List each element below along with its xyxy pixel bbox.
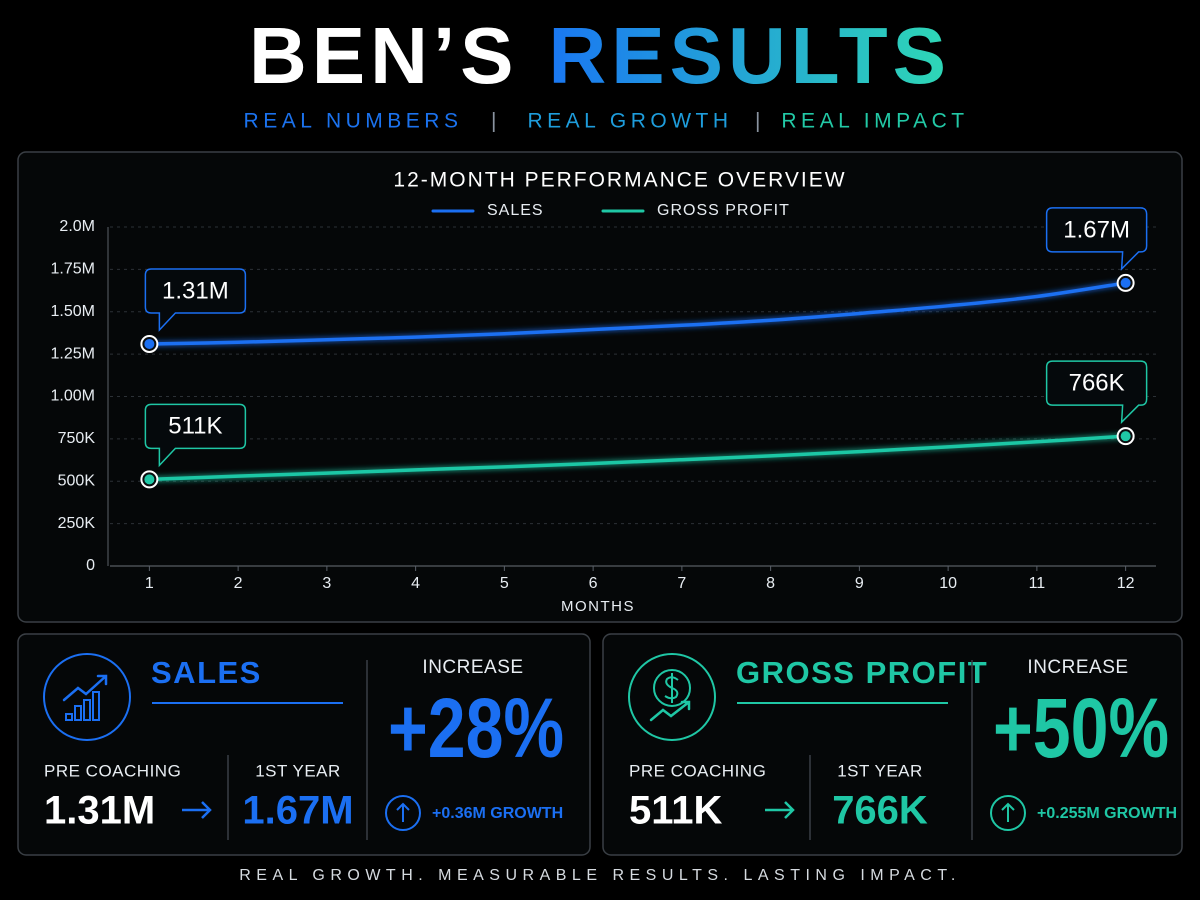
growth-icon — [990, 795, 1026, 831]
x-tick-label: 6 — [589, 575, 598, 592]
card-content: SALES INCREASE +28% +0.36M GROWTH PRE COACHI… — [43, 653, 564, 840]
x-axis-label: MONTHS — [561, 598, 635, 615]
data-label: 1.31M — [162, 277, 229, 304]
x-tick-label: 7 — [677, 575, 686, 592]
x-tick-label: 5 — [500, 575, 509, 592]
chart-title: 12-MONTH PERFORMANCE OVERVIEW — [393, 169, 846, 192]
x-tick-label: 1 — [145, 575, 154, 592]
increase-label: INCREASE — [422, 657, 523, 678]
icon-bar — [65, 713, 73, 721]
growth-arrow — [1001, 802, 1015, 822]
icon-arrow — [649, 700, 691, 722]
y-tick-label: 0 — [86, 557, 95, 574]
card — [17, 633, 591, 856]
icon-bar — [74, 705, 82, 721]
flow-arrow — [182, 801, 212, 819]
title-part: RESULTS — [549, 11, 951, 100]
data-label: 511K — [168, 413, 222, 440]
pre-value: 511K — [629, 789, 723, 833]
x-tick-label: 11 — [1029, 575, 1046, 592]
legend-label: GROSS PROFIT — [657, 202, 790, 219]
title: BEN’S RESULTS — [249, 11, 951, 100]
callout — [1045, 360, 1148, 425]
icon-bar — [83, 699, 91, 721]
icon-ring — [43, 653, 131, 741]
icon-bar — [92, 691, 100, 721]
x-tick-label: 3 — [322, 575, 331, 592]
x-tick-label: 8 — [766, 575, 775, 592]
point-core — [1120, 277, 1131, 288]
x-tick-label: 2 — [234, 575, 243, 592]
pre-label: PRE COACHING — [44, 761, 181, 780]
y-tick-label: 750K — [58, 430, 96, 447]
x-tick-label: 9 — [855, 575, 864, 592]
y-tick-label: 250K — [58, 515, 96, 532]
chart-panel — [17, 151, 1183, 623]
subtitle: REAL GROWTH — [527, 110, 732, 133]
y-tick-label: 2.0M — [59, 218, 95, 235]
callout — [1045, 207, 1148, 271]
year-value: 766K — [832, 789, 928, 833]
x-tick-label: 12 — [1117, 575, 1135, 592]
year-label: 1ST YEAR — [837, 761, 923, 780]
separator: | — [491, 110, 501, 133]
callout — [144, 268, 247, 332]
subtitle: REAL IMPACT — [781, 110, 968, 133]
callout — [144, 403, 247, 468]
separator: | — [755, 110, 765, 133]
x-tick-label: 10 — [939, 575, 957, 592]
legend-label: SALES — [487, 202, 544, 219]
pre-value: 1.31M — [44, 789, 155, 833]
icon-dollar — [664, 673, 679, 703]
increase-value: +28% — [388, 681, 564, 775]
series-line — [149, 434, 1126, 482]
point-core — [144, 474, 155, 485]
footer: REAL GROWTH. MEASURABLE RESULTS. LASTING… — [239, 867, 961, 884]
increase-value: +50% — [993, 681, 1169, 775]
year-label: 1ST YEAR — [255, 761, 341, 780]
card-content: GROSS PROFIT INCREASE +50% +0.255M GROWTH PR… — [628, 653, 1177, 840]
point-core — [144, 338, 155, 349]
year-value: 1.67M — [242, 789, 353, 833]
series-line — [149, 281, 1126, 346]
y-tick-label: 1.00M — [51, 388, 95, 405]
growth-icon — [385, 795, 421, 831]
x-tick-label: 4 — [411, 575, 420, 592]
card-title: SALES — [151, 655, 262, 690]
growth-arrow — [396, 802, 410, 822]
data-label: 1.67M — [1063, 216, 1130, 243]
flow-arrow — [765, 801, 795, 819]
y-tick-label: 1.75M — [51, 261, 95, 278]
growth-text: +0.36M GROWTH — [432, 805, 563, 822]
card — [602, 633, 1183, 856]
y-tick-label: 1.25M — [51, 345, 95, 362]
card-title: GROSS PROFIT — [736, 655, 988, 690]
increase-label: INCREASE — [1027, 657, 1128, 678]
icon-ring — [628, 653, 716, 741]
y-tick-label: 500K — [58, 472, 96, 489]
growth-text: +0.255M GROWTH — [1037, 805, 1177, 822]
data-label: 766K — [1069, 370, 1125, 397]
pre-label: PRE COACHING — [629, 761, 766, 780]
icon-coin — [653, 669, 691, 707]
subtitle: REAL NUMBERS — [244, 110, 463, 133]
icon-arrow — [62, 674, 108, 702]
point-core — [1120, 431, 1131, 442]
y-tick-label: 1.50M — [51, 303, 95, 320]
title-part: BEN’S — [249, 11, 519, 100]
